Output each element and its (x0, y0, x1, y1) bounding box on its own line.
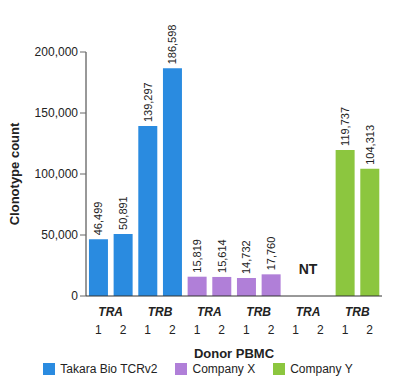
svg-text:1: 1 (243, 323, 250, 337)
svg-text:50,891: 50,891 (117, 196, 129, 230)
svg-text:NT: NT (299, 261, 318, 277)
svg-text:2: 2 (268, 323, 275, 337)
svg-text:2: 2 (120, 323, 127, 337)
svg-text:1: 1 (194, 323, 201, 337)
svg-text:TRB: TRB (148, 305, 173, 319)
svg-text:14,732: 14,732 (240, 240, 252, 274)
svg-text:46,499: 46,499 (92, 202, 104, 236)
svg-text:15,614: 15,614 (216, 239, 228, 273)
svg-text:1: 1 (292, 323, 299, 337)
svg-text:104,313: 104,313 (364, 125, 376, 165)
svg-text:1: 1 (342, 323, 349, 337)
svg-text:2: 2 (317, 323, 324, 337)
html-text:Company X: Company X (192, 362, 256, 376)
html-text:Takara Bio TCRv2: Takara Bio TCRv2 (60, 362, 158, 376)
svg-text:50,000: 50,000 (41, 228, 78, 242)
svg-text:0: 0 (71, 289, 78, 303)
svg-text:186,598: 186,598 (166, 25, 178, 65)
svg-text:100,000: 100,000 (35, 167, 79, 181)
svg-text:139,297: 139,297 (142, 82, 154, 122)
svg-text:15,819: 15,819 (191, 239, 203, 273)
svg-text:200,000: 200,000 (35, 45, 79, 59)
svg-text:TRB: TRB (345, 305, 370, 319)
svg-text:TRA: TRA (296, 305, 321, 319)
svg-text:Clonotype count: Clonotype count (8, 122, 22, 225)
html-text:Company Y: Company Y (290, 362, 353, 376)
svg-text:2: 2 (366, 323, 373, 337)
svg-text:17,760: 17,760 (265, 237, 277, 271)
svg-text:150,000: 150,000 (35, 106, 79, 120)
svg-text:119,737: 119,737 (339, 107, 351, 146)
svg-text:1: 1 (144, 323, 151, 337)
svg-text:TRA: TRA (197, 305, 222, 319)
svg-text:2: 2 (218, 323, 225, 337)
svg-text:TRB: TRB (246, 305, 271, 319)
svg-text:Donor PBMC: Donor PBMC (194, 346, 275, 361)
svg-text:1: 1 (95, 323, 102, 337)
svg-text:TRA: TRA (98, 305, 123, 319)
svg-text:2: 2 (169, 323, 176, 337)
